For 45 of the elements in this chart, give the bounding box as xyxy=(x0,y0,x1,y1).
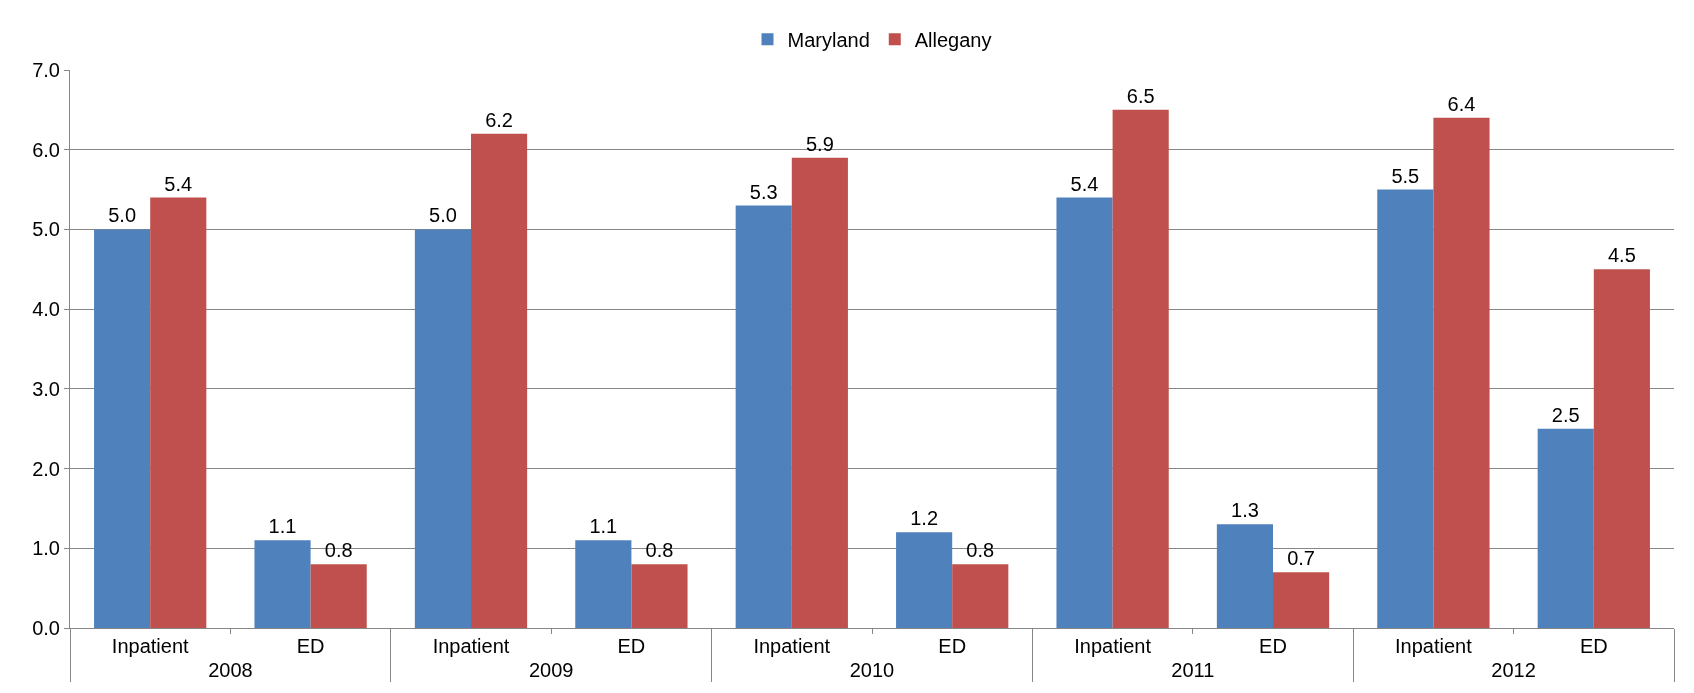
data-label: 5.0 xyxy=(108,204,137,227)
category-label: ED xyxy=(1259,635,1287,657)
category-label: Inpatient xyxy=(753,635,831,657)
data-label: 5.4 xyxy=(1070,172,1099,195)
data-label: 0.7 xyxy=(1287,547,1315,570)
data-label: 5.9 xyxy=(805,132,834,155)
y-tick-label: 7.0 xyxy=(32,59,60,81)
data-label: 1.3 xyxy=(1231,499,1259,522)
category-label: ED xyxy=(938,635,967,657)
y-tick-label: 3.0 xyxy=(32,377,60,400)
data-label: 6.2 xyxy=(485,108,513,131)
y-tick-label: 6.0 xyxy=(32,138,60,161)
category-label: 2011 xyxy=(1171,659,1215,681)
data-label: 1.1 xyxy=(268,515,297,538)
category-label: 2010 xyxy=(849,659,895,681)
data-label: 0.8 xyxy=(645,539,674,562)
data-label: 6.5 xyxy=(1126,84,1155,107)
category-label: 2008 xyxy=(208,659,253,681)
data-label: 2.5 xyxy=(1551,403,1580,426)
category-label: 2009 xyxy=(528,659,574,681)
y-tick-label: 1.0 xyxy=(32,537,60,560)
legend-label: Allegany xyxy=(914,29,992,52)
data-label: 0.8 xyxy=(324,539,353,562)
category-label: Inpatient xyxy=(111,635,189,657)
data-label: 4.5 xyxy=(1607,244,1636,267)
y-tick-label: 2.0 xyxy=(32,457,60,480)
data-label: 6.4 xyxy=(1447,92,1476,115)
category-label: ED xyxy=(296,635,325,657)
data-label: 0.8 xyxy=(966,539,995,562)
data-label: 5.0 xyxy=(429,204,457,227)
category-label: ED xyxy=(617,635,646,657)
category-label: 2012 xyxy=(1491,659,1536,681)
y-tick-label: 5.0 xyxy=(32,218,60,241)
data-label: 5.5 xyxy=(1391,164,1420,187)
legend-label: Maryland xyxy=(787,29,870,52)
category-label: Inpatient xyxy=(1074,635,1151,657)
data-label: 5.3 xyxy=(749,180,778,203)
category-label: Inpatient xyxy=(432,635,510,657)
y-tick-label: 0.0 xyxy=(32,617,60,639)
category-label: ED xyxy=(1579,635,1608,657)
data-label: 5.4 xyxy=(164,172,193,195)
category-label: Inpatient xyxy=(1395,635,1472,657)
y-tick-label: 4.0 xyxy=(32,298,60,321)
data-label: 1.1 xyxy=(589,515,618,538)
data-label: 1.2 xyxy=(910,507,939,530)
